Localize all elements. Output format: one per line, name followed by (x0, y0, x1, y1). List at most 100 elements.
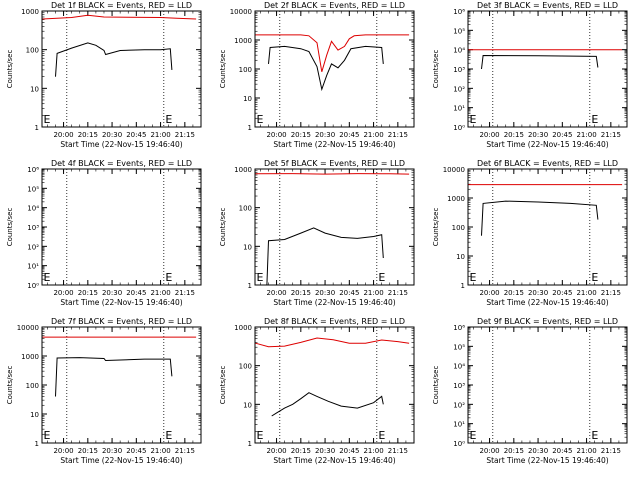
y-axis-title: Counts/sec (6, 208, 14, 247)
x-tick-label: 20:00 (53, 289, 73, 297)
series-line-lld (255, 337, 410, 348)
y-tick-label: 10² (453, 401, 465, 409)
y-tick-label: 10 (243, 95, 252, 103)
y-tick-label: 10⁶ (453, 324, 465, 332)
y-tick-label: 10⁴ (453, 47, 465, 55)
x-tick-label: 20:00 (266, 289, 286, 297)
y-tick-label: 10000 (17, 324, 39, 332)
panel-det-3: Det 3f BLACK = Events, RED = LLD 10⁰ 10¹ 10… (432, 1, 628, 149)
panel-title: Det 1f BLACK = Events, RED = LLD (51, 1, 192, 10)
x-tick-label: 20:30 (102, 289, 122, 297)
y-tick-label: 1 (248, 124, 252, 132)
y-axis-title: Counts/sec (219, 208, 227, 247)
y-tick-label: 1000 (21, 8, 39, 16)
x-tick-label: 20:45 (126, 289, 146, 297)
y-tick-label: 10000 (230, 8, 252, 16)
y-tick-label: 10 (30, 411, 39, 419)
x-tick-label: 20:00 (266, 447, 286, 455)
plot-frame (254, 326, 415, 444)
panel-title: Det 7f BLACK = Events, RED = LLD (51, 317, 192, 326)
y-tick-label: 10¹ (27, 263, 39, 271)
series-line-lld (42, 14, 197, 20)
y-axis-title: Counts/sec (432, 366, 440, 405)
x-tick-label: 21:00 (576, 447, 596, 455)
x-tick-label: 20:30 (102, 131, 122, 139)
y-axis-title: Counts/sec (432, 50, 440, 89)
data-edge-marker: E (378, 429, 385, 442)
x-tick-label: 21:00 (363, 131, 383, 139)
y-tick-label: 10⁵ (453, 343, 465, 351)
y-tick-label: 1 (35, 440, 39, 448)
plot-frame (41, 10, 202, 128)
y-axis-title: Counts/sec (6, 50, 14, 89)
y-tick-label: 10⁴ (27, 205, 39, 213)
x-tick-label: 20:15 (504, 289, 524, 297)
y-axis-title: Counts/sec (219, 366, 227, 405)
data-edge-marker: E (257, 429, 264, 442)
panel-det-6: Det 6f BLACK = Events, RED = LLD 1 10 100 10… (432, 159, 628, 307)
series-line-lld (255, 173, 410, 175)
data-edge-marker: E (591, 113, 598, 126)
panel-title: Det 6f BLACK = Events, RED = LLD (477, 159, 618, 168)
plot-frame (254, 168, 415, 286)
x-tick-label: 20:15 (504, 131, 524, 139)
x-tick-label: 20:15 (291, 447, 311, 455)
x-tick-label: 20:45 (126, 447, 146, 455)
series-line-events (271, 392, 384, 417)
y-tick-label: 1000 (234, 324, 252, 332)
x-axis-title: Start Time (22-Nov-15 19:46:40) (486, 298, 608, 307)
data-edge-marker: E (44, 113, 51, 126)
x-tick-label: 20:30 (528, 131, 548, 139)
x-axis-title: Start Time (22-Nov-15 19:46:40) (486, 140, 608, 149)
data-edge-marker: E (44, 429, 51, 442)
y-tick-label: 10⁶ (453, 8, 465, 16)
x-tick-label: 20:15 (78, 131, 98, 139)
x-tick-label: 21:15 (388, 447, 408, 455)
y-tick-label: 10 (243, 243, 252, 251)
x-tick-label: 20:45 (552, 131, 572, 139)
x-tick-label: 21:15 (175, 447, 195, 455)
data-edge-marker: E (257, 271, 264, 284)
panel-title: Det 8f BLACK = Events, RED = LLD (264, 317, 405, 326)
x-tick-label: 21:15 (175, 131, 195, 139)
y-tick-label: 10¹ (453, 421, 465, 429)
y-tick-label: 10⁵ (27, 185, 39, 193)
y-axis-title: Counts/sec (432, 208, 440, 247)
series-line-events (268, 45, 384, 92)
x-axis-title: Start Time (22-Nov-15 19:46:40) (273, 140, 395, 149)
x-tick-label: 20:45 (552, 447, 572, 455)
x-tick-label: 20:00 (479, 447, 499, 455)
x-tick-label: 20:30 (102, 447, 122, 455)
x-tick-label: 21:00 (150, 289, 170, 297)
y-tick-label: 10 (456, 253, 465, 261)
data-edge-marker: E (470, 271, 477, 284)
panel-det-2: Det 2f BLACK = Events, RED = LLD 1 10 100 10… (219, 1, 415, 149)
y-tick-label: 10² (453, 85, 465, 93)
x-tick-label: 20:00 (266, 131, 286, 139)
series-line-events (481, 54, 599, 70)
x-tick-label: 21:00 (576, 289, 596, 297)
y-tick-label: 1000 (21, 353, 39, 361)
y-tick-label: 100 (26, 382, 39, 390)
x-tick-label: 20:30 (528, 289, 548, 297)
x-tick-label: 21:00 (363, 447, 383, 455)
y-tick-label: 10³ (453, 382, 465, 390)
x-axis-title: Start Time (22-Nov-15 19:46:40) (273, 298, 395, 307)
series-line-events (266, 227, 384, 286)
x-axis-title: Start Time (22-Nov-15 19:46:40) (486, 456, 608, 465)
panel-det-8: Det 8f BLACK = Events, RED = LLD 1 10 100 10… (219, 317, 415, 465)
y-axis-title: Counts/sec (219, 50, 227, 89)
data-edge-marker: E (470, 113, 477, 126)
panel-title: Det 4f BLACK = Events, RED = LLD (51, 159, 192, 168)
y-tick-label: 10² (27, 243, 39, 251)
y-tick-label: 10 (243, 401, 252, 409)
x-tick-label: 21:00 (150, 447, 170, 455)
y-tick-label: 10⁰ (27, 282, 39, 290)
x-tick-label: 20:45 (339, 131, 359, 139)
y-tick-label: 10⁰ (453, 440, 465, 448)
x-tick-label: 21:15 (175, 289, 195, 297)
y-tick-label: 100 (239, 66, 252, 74)
x-tick-label: 21:15 (601, 447, 621, 455)
